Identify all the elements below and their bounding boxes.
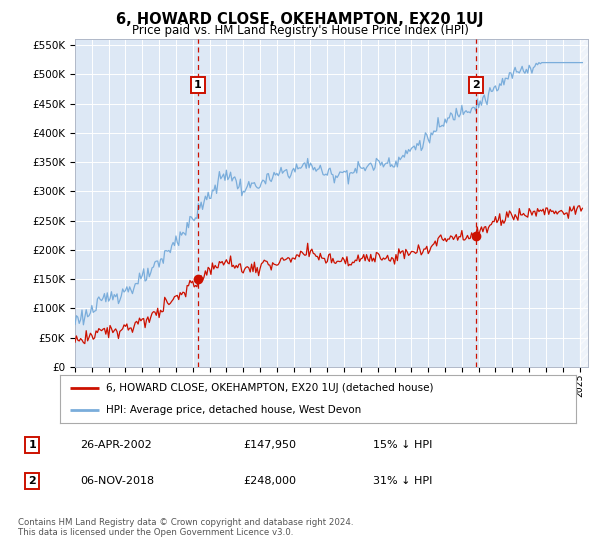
Text: 1: 1: [28, 440, 36, 450]
Text: £248,000: £248,000: [244, 477, 296, 486]
Text: 6, HOWARD CLOSE, OKEHAMPTON, EX20 1UJ (detached house): 6, HOWARD CLOSE, OKEHAMPTON, EX20 1UJ (d…: [106, 383, 434, 393]
Text: 06-NOV-2018: 06-NOV-2018: [80, 477, 154, 486]
Text: HPI: Average price, detached house, West Devon: HPI: Average price, detached house, West…: [106, 405, 362, 415]
Text: £147,950: £147,950: [244, 440, 296, 450]
Text: 31% ↓ HPI: 31% ↓ HPI: [373, 477, 433, 486]
Text: Price paid vs. HM Land Registry's House Price Index (HPI): Price paid vs. HM Land Registry's House …: [131, 24, 469, 36]
Bar: [580, 39, 600, 367]
Text: 1: 1: [194, 80, 202, 90]
Text: 2: 2: [472, 80, 480, 90]
Text: 2: 2: [28, 477, 36, 486]
Text: 26-APR-2002: 26-APR-2002: [80, 440, 152, 450]
Text: 15% ↓ HPI: 15% ↓ HPI: [373, 440, 433, 450]
Text: Contains HM Land Registry data © Crown copyright and database right 2024.
This d: Contains HM Land Registry data © Crown c…: [18, 518, 353, 538]
Text: 6, HOWARD CLOSE, OKEHAMPTON, EX20 1UJ: 6, HOWARD CLOSE, OKEHAMPTON, EX20 1UJ: [116, 12, 484, 27]
